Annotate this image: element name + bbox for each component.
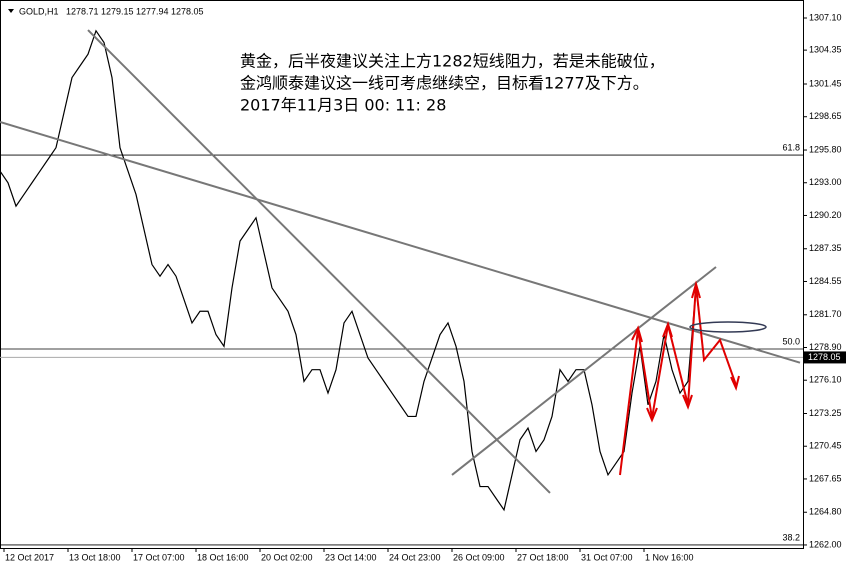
level-label: 50.0: [782, 336, 800, 346]
y-tick-label: 1267.65: [809, 473, 842, 483]
last-price-label: 1278.05: [808, 352, 841, 362]
drawn-arrows: [619, 280, 740, 476]
y-tick-label: 1287.35: [809, 243, 842, 253]
ohlc-value: 1278.71: [66, 6, 99, 16]
y-tick-label: 1264.80: [809, 507, 842, 517]
ohlc-value: 1277.94: [136, 6, 169, 16]
x-tick-label: 17 Oct 07:00: [133, 552, 185, 562]
y-tick-label: 1281.70: [809, 309, 842, 319]
symbol: GOLD,H1: [19, 6, 59, 16]
y-tick-label: 1301.45: [809, 78, 842, 88]
x-tick-label: 18 Oct 16:00: [197, 552, 249, 562]
y-tick-label: 1307.10: [809, 12, 842, 22]
y-tick-label: 1293.00: [809, 177, 842, 187]
y-tick-label: 1298.65: [809, 111, 842, 121]
annotation: 金鸿顺泰建议这一线可考虑继续空，目标看1277及下方。: [240, 74, 649, 93]
x-tick-label: 27 Oct 18:00: [517, 552, 569, 562]
last-price-box: [804, 351, 846, 364]
x-tick-label: 20 Oct 02:00: [261, 552, 313, 562]
y-tick-label: 1304.35: [809, 45, 842, 55]
y-tick-label: 1262.00: [809, 539, 842, 549]
y-tick-label: 1276.10: [809, 375, 842, 385]
trend-line: [451, 266, 717, 476]
x-tick-label: 12 Oct 2017: [5, 552, 54, 562]
price-line: [0, 29, 705, 512]
y-tick-label: 1284.55: [809, 276, 842, 286]
annotation: 黄金，后半夜建议关注上方1282短线阻力，若是未能破位，: [240, 52, 665, 71]
x-tick-label: 23 Oct 14:00: [325, 552, 377, 562]
y-tick-label: 1278.90: [809, 342, 842, 352]
plot-frame: [0, 0, 804, 549]
trend-line: [87, 29, 551, 494]
x-tick-label: 1 Nov 16:00: [645, 552, 694, 562]
y-tick-label: 1273.25: [809, 408, 842, 418]
menu-arrow: [8, 9, 14, 13]
level-label: 38.2: [782, 532, 800, 542]
y-tick-label: 1270.45: [809, 441, 842, 451]
highlight-ellipse: [689, 321, 767, 333]
annotation: 2017年11月3日 00: 11: 28: [240, 96, 446, 115]
x-tick-label: 24 Oct 23:00: [389, 552, 441, 562]
ohlc-value: 1279.15: [101, 6, 134, 16]
x-tick-label: 26 Oct 09:00: [453, 552, 505, 562]
y-tick-label: 1295.80: [809, 144, 842, 154]
x-tick-label: 31 Oct 07:00: [581, 552, 633, 562]
trend-line: [0, 121, 801, 364]
level-label: 61.8: [782, 142, 800, 152]
x-tick-label: 13 Oct 18:00: [69, 552, 121, 562]
y-tick-label: 1290.20: [809, 210, 842, 220]
ohlc-value: 1278.05: [171, 6, 204, 16]
